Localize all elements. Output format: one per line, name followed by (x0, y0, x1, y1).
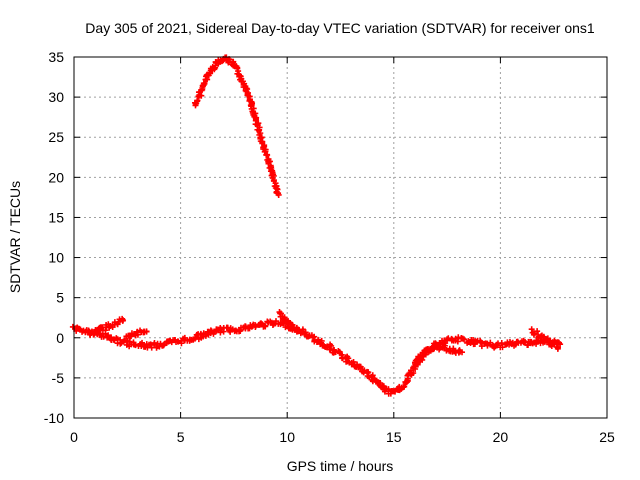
data-point (357, 363, 364, 370)
x-tick-label: 5 (177, 429, 185, 445)
y-tick-label: -5 (52, 370, 65, 386)
series-early-arc (87, 315, 127, 338)
data-point (302, 329, 309, 336)
data-point (245, 89, 252, 96)
data-point (534, 338, 541, 345)
x-tick-label: 15 (386, 429, 402, 445)
data-point (132, 342, 139, 349)
y-tick-label: 25 (48, 129, 64, 145)
data-point (198, 92, 205, 99)
y-tick-label: 0 (56, 330, 64, 346)
x-tick-label: 10 (279, 429, 295, 445)
y-tick-label: 15 (48, 209, 64, 225)
y-axis-label: SDTVAR / TECUs (7, 181, 23, 293)
data-point (175, 338, 182, 345)
x-axis-label: GPS time / hours (287, 458, 394, 474)
y-tick-label: 30 (48, 89, 64, 105)
data-point (194, 98, 201, 105)
data-point (454, 338, 461, 345)
data-point (201, 80, 208, 87)
data-point (554, 344, 561, 351)
y-tick-label: 20 (48, 169, 64, 185)
data-point (275, 191, 282, 198)
data-point (143, 328, 150, 335)
series-post-peak-arc (276, 309, 301, 335)
data-point (198, 87, 205, 94)
axis-ticks: 0 5 10 15 20 25 -10 -5 0 5 10 15 20 25 30 35 (44, 49, 615, 445)
data-point (461, 336, 468, 343)
data-point (270, 177, 277, 184)
data-point (546, 337, 553, 344)
data-point (498, 340, 505, 347)
data-point (484, 342, 491, 349)
grid-lines (74, 57, 607, 418)
y-tick-label: -10 (44, 410, 64, 426)
data-point (487, 339, 494, 346)
x-tick-label: 25 (599, 429, 615, 445)
x-tick-label: 0 (70, 429, 78, 445)
data-point (137, 327, 144, 334)
data-point (528, 326, 535, 333)
data-point (134, 331, 141, 338)
series-high-arc (191, 54, 282, 198)
x-tick-label: 20 (493, 429, 509, 445)
data-point (252, 323, 259, 330)
data-point (470, 341, 477, 348)
data-point (263, 151, 270, 158)
y-tick-label: 35 (48, 49, 64, 65)
data-point (534, 328, 541, 335)
data-point (117, 340, 124, 347)
data-point (557, 341, 564, 348)
data-point (350, 358, 357, 365)
data-point (160, 342, 167, 349)
data-point (345, 355, 352, 362)
y-tick-label: 5 (56, 290, 64, 306)
data-point (192, 334, 199, 341)
data-point (401, 383, 408, 390)
series-late-arc (528, 326, 561, 352)
chart-title: Day 305 of 2021, Sidereal Day-to-day VTE… (85, 20, 595, 36)
data-point (278, 310, 285, 317)
data-point (261, 322, 268, 329)
series-afternoon-arc (123, 327, 150, 340)
plot-frame (73, 56, 608, 419)
data-point (459, 349, 466, 356)
y-tick-label: 10 (48, 250, 64, 266)
data-point (120, 317, 127, 324)
data-point (259, 138, 266, 145)
data-point (467, 340, 474, 347)
data-point (294, 328, 301, 335)
series-recovery-arc (411, 342, 466, 366)
data-point (327, 346, 334, 353)
data-point (226, 56, 233, 63)
data-points (69, 54, 564, 397)
